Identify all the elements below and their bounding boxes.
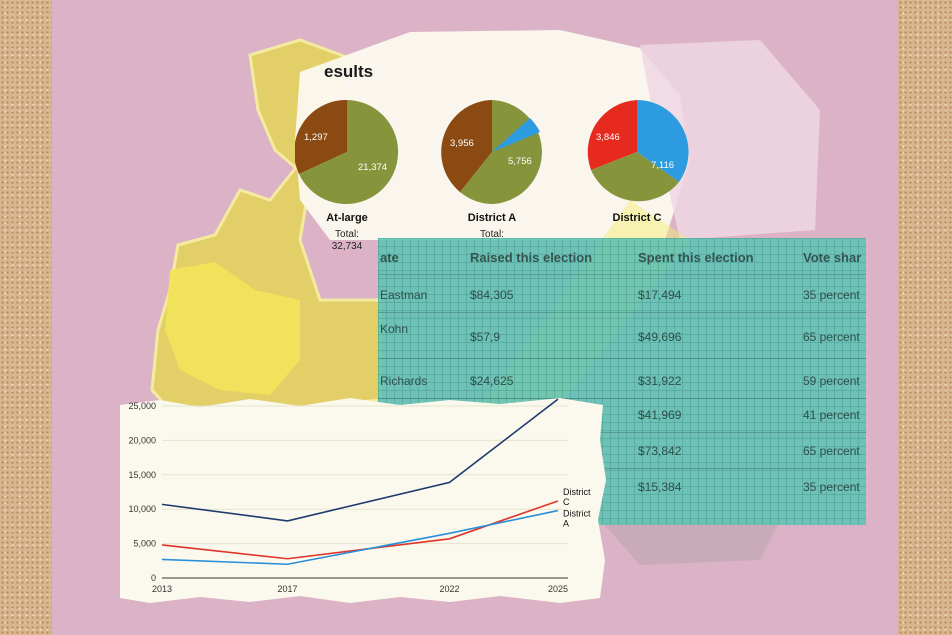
table-cell: 35 percent	[803, 480, 860, 494]
series-name-label: District C	[563, 487, 591, 507]
pie-district-a-label: District A	[467, 212, 517, 224]
table-cell: $31,922	[638, 374, 682, 388]
pie-slice-blue	[492, 118, 540, 152]
y-tick-label: 25,000	[128, 401, 156, 411]
pie-slice-olive	[591, 152, 679, 202]
x-tick-label: 2013	[152, 584, 172, 594]
pie-district-c-value-1: 3,846	[596, 132, 620, 143]
y-tick-label: 5,000	[133, 539, 156, 549]
y-tick-label: 0	[151, 573, 156, 583]
cork-board-left	[0, 0, 52, 635]
x-tick-label: 2025	[548, 584, 568, 594]
pie-at-large-label: At-large	[326, 212, 368, 224]
table-divider	[378, 358, 866, 359]
pie-at-large-total-value: 32,734	[331, 241, 363, 252]
pie-district-c-label: District C	[612, 212, 662, 224]
table-cell: 65 percent	[803, 330, 860, 344]
table-header-candidate: ate	[380, 250, 399, 265]
results-title: esults	[324, 62, 374, 81]
cork-board-right	[898, 0, 952, 635]
table-cell: $17,494	[638, 288, 682, 302]
series-line	[161, 509, 559, 566]
gridlines	[162, 405, 568, 579]
pie-at-large	[295, 100, 399, 204]
x-tick-label: 2017	[278, 584, 298, 594]
table-divider	[378, 312, 866, 313]
table-divider	[378, 398, 866, 399]
pie-district-a-value-1: 3,956	[450, 138, 474, 149]
table-header-vote-share: Vote shar	[803, 250, 862, 265]
pie-slice-red	[587, 100, 637, 170]
map-light-blob	[165, 262, 300, 395]
pie-slice-brown	[295, 100, 347, 174]
halftone-shadow	[600, 520, 780, 565]
pie-at-large-total-label: Total:	[335, 229, 359, 240]
table-header-raised: Raised this election	[470, 250, 593, 265]
pie-at-large-value-1: 1,297	[304, 132, 328, 143]
y-tick-label: 10,000	[128, 504, 156, 514]
table-cell: 35 percent	[803, 288, 860, 302]
table-cell: Richards	[380, 374, 428, 388]
table-divider	[378, 274, 866, 275]
series-name-label: District A	[563, 509, 591, 529]
series-line	[161, 398, 559, 522]
pie-slice-brown	[441, 100, 492, 192]
table-cell: $49,696	[638, 330, 682, 344]
y-axis-ticks: 0 5,000 10,000 15,000 20,000 25,000	[128, 401, 156, 583]
table-cell: 59 percent	[803, 374, 860, 388]
table-cell: 41 percent	[803, 408, 860, 422]
table-divider	[378, 432, 866, 433]
y-tick-label: 15,000	[128, 470, 156, 480]
pie-slice-blue	[637, 100, 689, 182]
table-cell: $84,305	[470, 288, 514, 302]
table-cell: $24,625	[470, 374, 514, 388]
x-axis-ticks: 2013 2017 2022 2025	[152, 584, 568, 594]
table-cell: Eastman	[380, 288, 428, 302]
table-cell: $15,384	[638, 480, 682, 494]
table-cell: $73,842	[638, 444, 682, 458]
pie-district-c-value-2: 7,116	[651, 160, 675, 171]
y-tick-label: 20,000	[128, 435, 156, 445]
table-cell: $57,9	[470, 330, 501, 344]
pie-district-a-total-label: Total:	[480, 229, 504, 240]
pie-at-large-value-2: 21,374	[358, 162, 388, 173]
halftone-blob	[640, 40, 820, 240]
table-header-spent: Spent this election	[638, 250, 754, 265]
pie-district-a-value-2: 5,756	[508, 156, 532, 167]
table-cell: 65 percent	[803, 444, 860, 458]
series-lines	[161, 398, 559, 566]
table-divider	[378, 468, 866, 469]
table-cell: $41,969	[638, 408, 682, 422]
table-cell: Kohn	[380, 322, 409, 336]
x-tick-label: 2022	[439, 584, 459, 594]
pie-district-a	[441, 100, 542, 204]
pie-district-c	[587, 100, 689, 202]
pie-slice-olive	[299, 100, 399, 204]
